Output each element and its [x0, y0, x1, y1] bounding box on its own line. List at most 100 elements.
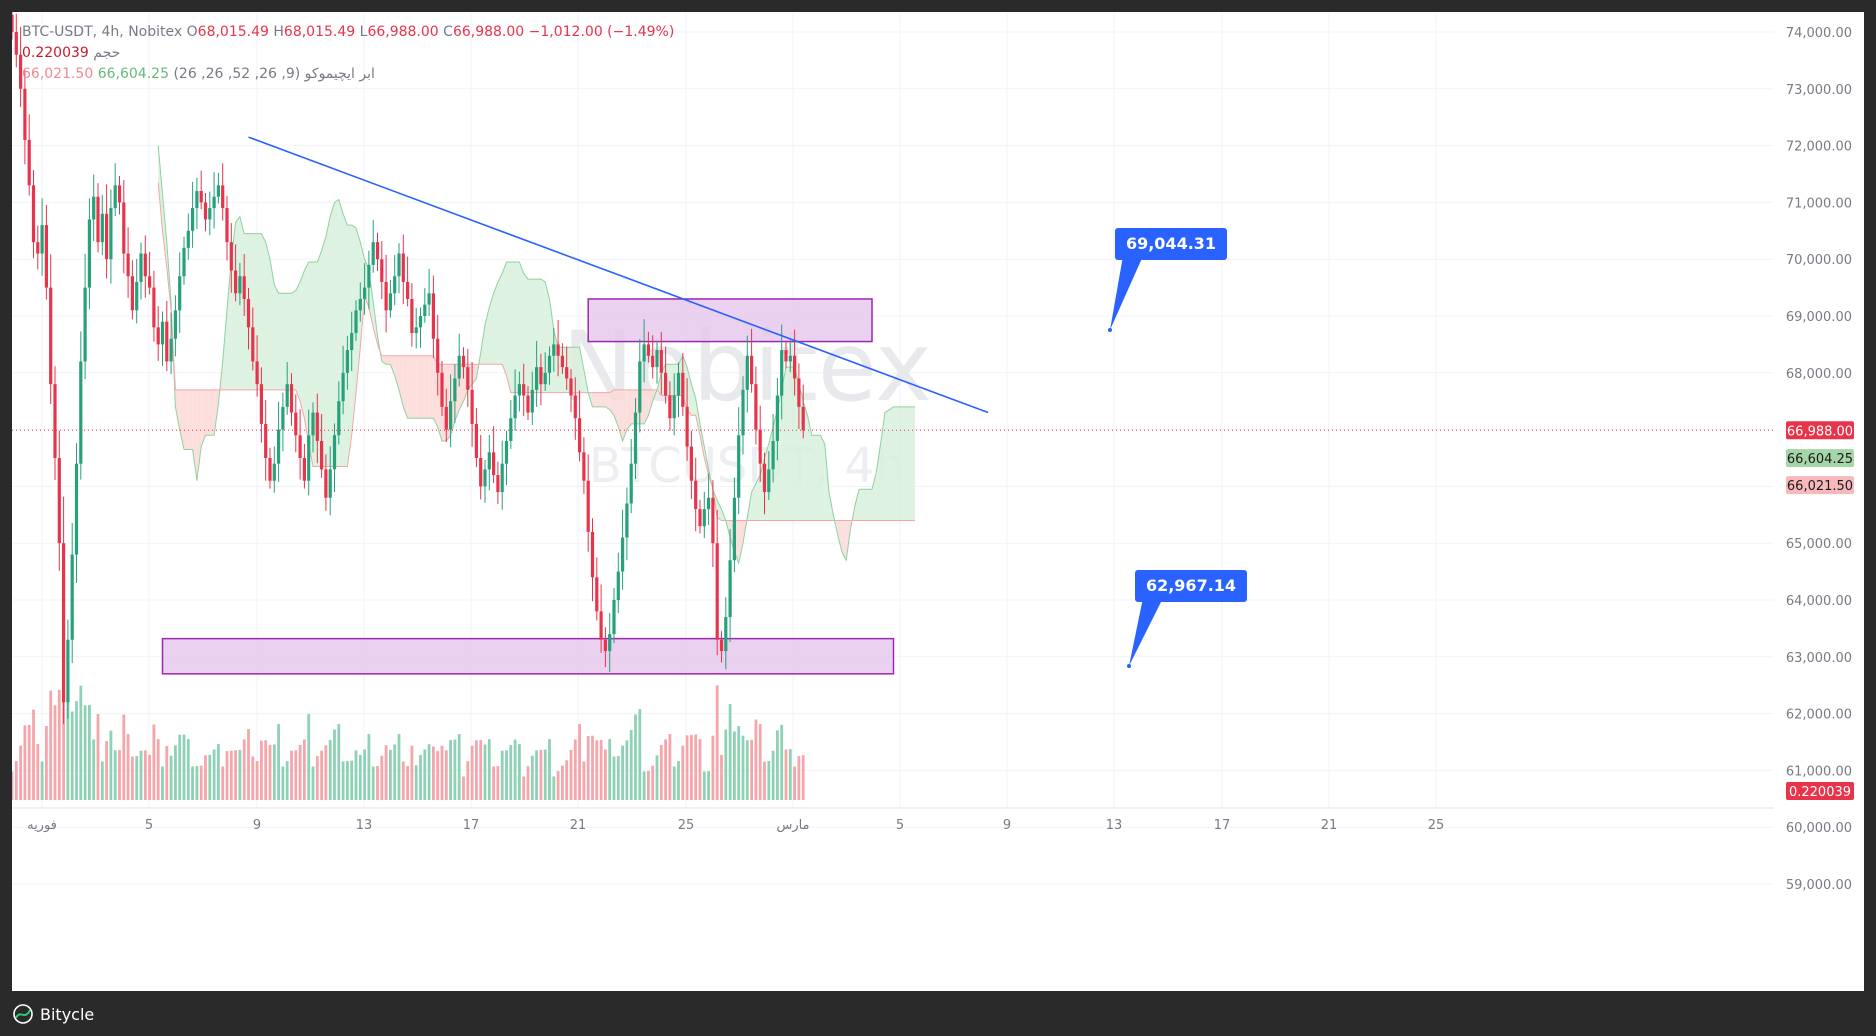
candle-body[interactable] [496, 475, 500, 493]
candle-body[interactable] [775, 395, 779, 441]
candle-body[interactable] [332, 435, 337, 470]
candle-body[interactable] [152, 287, 156, 328]
candle-body[interactable] [285, 384, 289, 407]
candle-body[interactable] [681, 372, 685, 407]
candle-body[interactable] [62, 543, 66, 703]
candle-body[interactable] [83, 287, 87, 362]
candle-body[interactable] [414, 327, 418, 334]
candle-body[interactable] [14, 32, 18, 55]
callout-box[interactable] [1115, 228, 1227, 260]
candle-body[interactable] [384, 281, 388, 311]
candle-body[interactable] [578, 418, 582, 453]
candle-body[interactable] [169, 338, 173, 362]
candle-body[interactable] [500, 463, 504, 493]
candle-body[interactable] [341, 372, 345, 402]
candle-body[interactable] [178, 276, 182, 311]
candle-body[interactable] [440, 372, 444, 407]
candle-body[interactable] [259, 384, 263, 424]
candle-body[interactable] [612, 600, 616, 635]
candle-body[interactable] [642, 344, 646, 362]
candle-body[interactable] [328, 469, 332, 498]
candle-body[interactable] [603, 639, 607, 652]
candle-body[interactable] [655, 350, 659, 368]
candle-body[interactable] [320, 440, 324, 470]
candle-body[interactable] [44, 225, 48, 288]
candle-body[interactable] [27, 139, 31, 186]
callout-box[interactable] [1135, 570, 1247, 602]
candle-body[interactable] [160, 321, 165, 345]
candle-body[interactable] [87, 219, 91, 288]
candle-body[interactable] [530, 389, 534, 413]
candle-body[interactable] [401, 253, 405, 282]
candle-body[interactable] [599, 611, 603, 640]
candle-body[interactable] [277, 429, 281, 464]
candle-body[interactable] [732, 497, 736, 561]
candle-body[interactable] [633, 412, 638, 464]
candle-body[interactable] [324, 469, 328, 498]
candle-body[interactable] [53, 384, 57, 458]
candle-body[interactable] [750, 355, 754, 385]
candle-body[interactable] [707, 497, 711, 510]
ichimoku-label[interactable]: ابر ایچیموکو (9, 26, 52, 26, 26) [173, 66, 375, 82]
candle-body[interactable] [96, 196, 100, 243]
candle-body[interactable] [509, 418, 513, 441]
candle-body[interactable] [470, 389, 474, 424]
candle-body[interactable] [741, 389, 745, 436]
candle-body[interactable] [246, 298, 251, 328]
candle-body[interactable] [492, 452, 496, 476]
candle-body[interactable] [302, 458, 306, 481]
candle-body[interactable] [625, 503, 629, 538]
candle-body[interactable] [784, 350, 788, 362]
candle-body[interactable] [651, 355, 655, 368]
candle-body[interactable] [767, 469, 771, 493]
candle-body[interactable] [143, 253, 147, 277]
candle-body[interactable] [79, 361, 83, 464]
candle-body[interactable] [208, 208, 212, 220]
candle-body[interactable] [552, 344, 556, 356]
candle-body[interactable] [109, 208, 113, 260]
candle-body[interactable] [573, 395, 577, 419]
candle-body[interactable] [616, 571, 620, 600]
candle-body[interactable] [117, 185, 122, 203]
candle-body[interactable] [221, 185, 225, 209]
candle-body[interactable] [388, 293, 392, 311]
candle-body[interactable] [70, 554, 74, 640]
candle-body[interactable] [560, 355, 564, 368]
candle-body[interactable] [444, 406, 448, 430]
candle-body[interactable] [586, 480, 590, 532]
candle-body[interactable] [289, 384, 294, 413]
candle-body[interactable] [225, 208, 229, 243]
candle-body[interactable] [543, 372, 547, 385]
candle-body[interactable] [436, 338, 440, 373]
candle-body[interactable] [668, 395, 672, 419]
candle-body[interactable] [539, 367, 543, 385]
candle-body[interactable] [797, 378, 801, 407]
candle-body[interactable] [393, 276, 397, 294]
candle-body[interactable] [719, 639, 724, 652]
candle-body[interactable] [427, 293, 431, 305]
candle-body[interactable] [191, 208, 195, 231]
zone-resistance[interactable] [587, 298, 873, 343]
candle-body[interactable] [156, 327, 160, 345]
candle-body[interactable] [315, 412, 319, 441]
candle-body[interactable] [453, 378, 457, 402]
candle-body[interactable] [367, 264, 371, 288]
candle-body[interactable] [762, 463, 767, 493]
candle-body[interactable] [793, 355, 797, 379]
footer-brand[interactable]: Bitycle [40, 1004, 95, 1024]
candle-body[interactable] [479, 458, 483, 487]
candle-body[interactable] [298, 435, 302, 458]
candle-body[interactable] [380, 259, 384, 282]
candle-body[interactable] [199, 191, 203, 203]
candle-body[interactable] [621, 537, 625, 572]
candle-body[interactable] [629, 463, 633, 504]
candle-body[interactable] [569, 378, 573, 396]
candle-body[interactable] [418, 316, 423, 328]
zone-support[interactable] [161, 637, 895, 675]
candle-body[interactable] [49, 287, 53, 385]
candle-body[interactable] [251, 327, 255, 362]
candle-body[interactable] [711, 497, 715, 544]
candle-body[interactable] [122, 202, 126, 254]
candle-body[interactable] [565, 367, 569, 379]
